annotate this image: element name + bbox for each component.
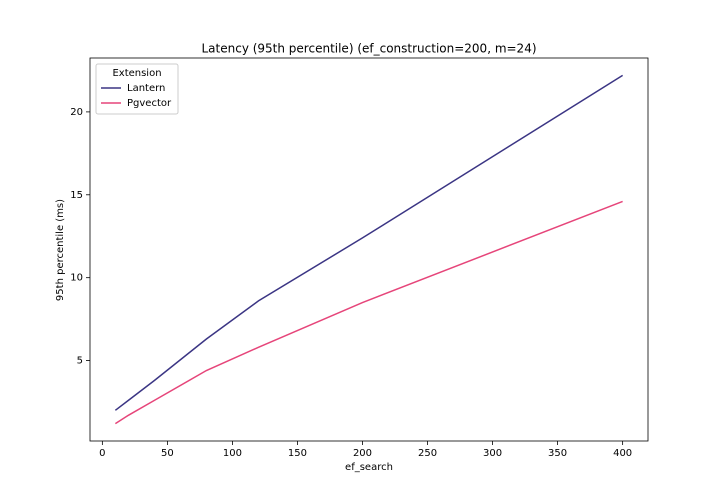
plot-frame xyxy=(89,57,649,442)
y-tick-label: 20 xyxy=(70,107,83,118)
x-tick-label: 250 xyxy=(418,448,437,459)
y-tick-label: 10 xyxy=(70,273,83,284)
x-tick-label: 50 xyxy=(161,448,174,459)
y-tick-label: 5 xyxy=(77,356,83,367)
x-tick-label: 400 xyxy=(613,448,632,459)
series-line xyxy=(114,200,623,425)
x-tick-label: 300 xyxy=(483,448,502,459)
legend-label: Lantern xyxy=(127,83,165,94)
legend-label: Pgvector xyxy=(127,98,172,109)
x-axis-label: ef_search xyxy=(345,462,393,473)
y-tick-label: 15 xyxy=(70,190,83,201)
x-tick-label: 350 xyxy=(548,448,567,459)
x-tick-label: 0 xyxy=(99,448,105,459)
legend-box xyxy=(95,63,179,115)
legend-title: Extension xyxy=(112,68,161,79)
series-line xyxy=(114,74,624,411)
x-tick-label: 200 xyxy=(353,448,372,459)
x-tick-label: 150 xyxy=(288,448,307,459)
chart-title: Latency (95th percentile) (ef_constructi… xyxy=(201,42,536,56)
y-axis-label: 95th percentile (ms) xyxy=(55,199,66,301)
x-tick-label: 100 xyxy=(223,448,242,459)
